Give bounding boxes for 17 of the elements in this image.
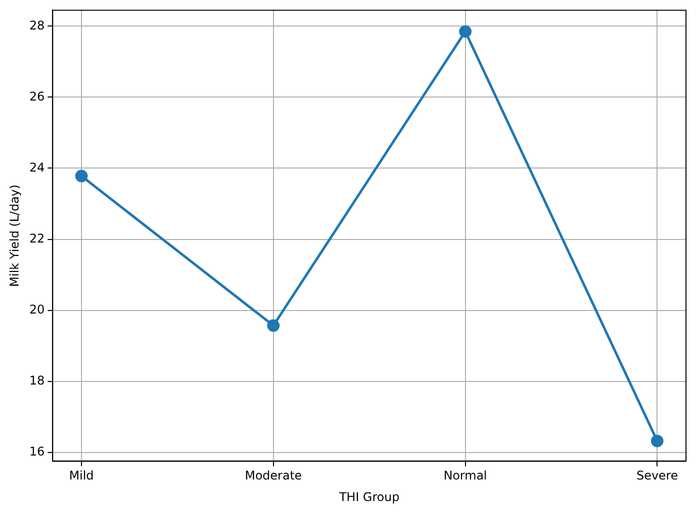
y-tick-label: 16 — [29, 444, 45, 458]
y-axis-title: Milk Yield (L/day) — [7, 184, 22, 287]
x-axis-title: THI Group — [338, 490, 400, 504]
y-tick-label: 26 — [29, 89, 45, 104]
y-tick-label: 28 — [29, 18, 45, 32]
point — [267, 319, 280, 332]
x-tick-label: Mild — [69, 468, 94, 483]
x-tick-label: Severe — [636, 468, 678, 483]
y-tick-label: 22 — [29, 231, 45, 246]
point — [75, 170, 88, 182]
y-tick-label: 24 — [29, 160, 45, 174]
x-tick-label: Normal — [444, 468, 488, 483]
x-tick-label: Moderate — [244, 468, 302, 483]
y-tick-label: 18 — [29, 373, 45, 388]
point — [650, 434, 664, 448]
y-tick-label: 20 — [29, 302, 45, 316]
point — [459, 25, 472, 38]
